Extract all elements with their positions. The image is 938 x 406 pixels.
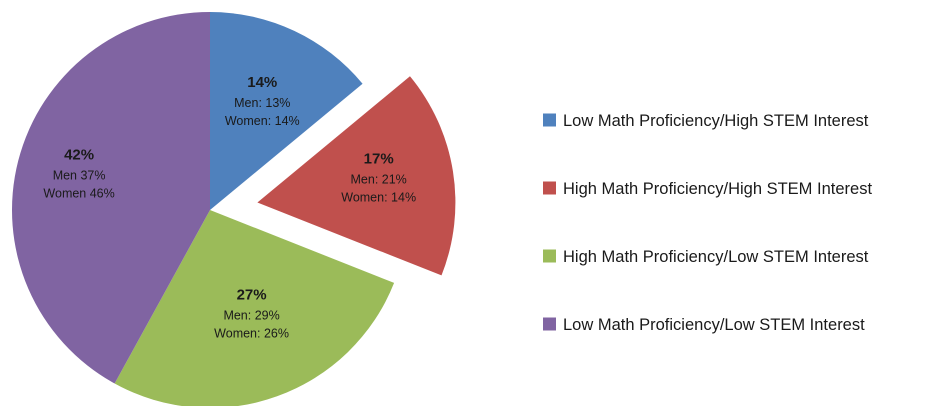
legend-item: Low Math Proficiency/Low STEM Interest: [543, 316, 865, 334]
slice-percent-label: 14%: [247, 74, 277, 91]
legend-label: Low Math Proficiency/High STEM Interest: [563, 112, 869, 130]
legend-item: Low Math Proficiency/High STEM Interest: [543, 112, 869, 130]
legend-item: High Math Proficiency/Low STEM Interest: [543, 248, 869, 266]
slice-men-label: Men 37%: [53, 168, 106, 182]
legend-swatch: [543, 249, 556, 263]
slice-men-label: Men: 13%: [234, 96, 290, 110]
slice-label-2: 17% Men: 21% Women: 14%: [341, 150, 416, 204]
legend-swatch: [543, 113, 556, 127]
slice-women-label: Women: 14%: [341, 190, 416, 204]
slice-percent-label: 42%: [64, 146, 94, 163]
slice-men-label: Men: 29%: [223, 309, 279, 323]
slice-women-label: Women: 26%: [214, 327, 289, 341]
legend-item: High Math Proficiency/High STEM Interest: [543, 180, 872, 198]
legend-label: Low Math Proficiency/Low STEM Interest: [563, 316, 865, 334]
legend-swatch: [543, 317, 556, 331]
pie-slices: [11, 12, 456, 406]
pie-slice-4: [11, 12, 210, 384]
slice-percent-label: 27%: [237, 287, 267, 304]
legend-label: High Math Proficiency/High STEM Interest: [563, 180, 872, 198]
slice-label-1: 14% Men: 13% Women: 14%: [225, 74, 300, 128]
slice-men-label: Men: 21%: [351, 172, 407, 186]
legend-swatch: [543, 181, 556, 195]
slice-women-label: Women 46%: [43, 186, 114, 200]
slice-women-label: Women: 14%: [225, 114, 300, 128]
slice-label-4: 42% Men 37% Women 46%: [43, 146, 114, 200]
slice-labels: 14% Men: 13% Women: 14% 17% Men: 21% Women: 1…: [43, 74, 416, 341]
legend: Low Math Proficiency/High STEM Interest H…: [543, 112, 872, 334]
pie-slice-2: [257, 76, 456, 276]
slice-percent-label: 17%: [364, 150, 394, 167]
pie-slice-1: [210, 12, 363, 210]
legend-label: High Math Proficiency/Low STEM Interest: [563, 248, 869, 266]
pie-slice-3: [114, 210, 395, 406]
slice-label-3: 27% Men: 29% Women: 26%: [214, 287, 289, 341]
